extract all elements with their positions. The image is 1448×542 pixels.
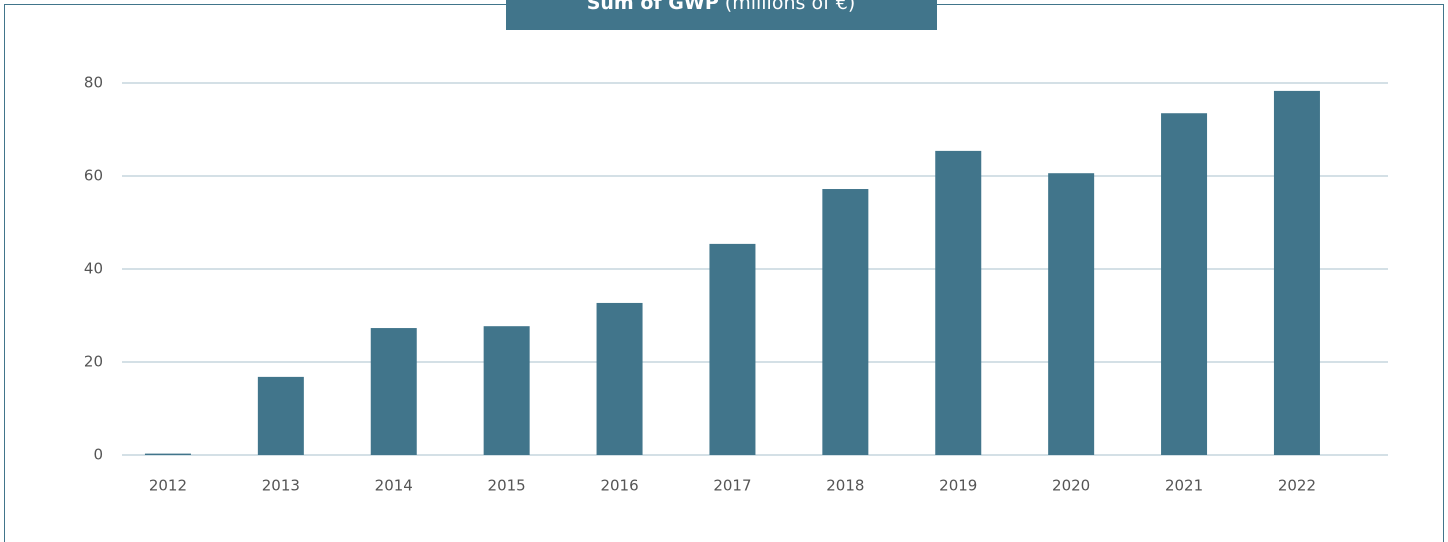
x-tick-label: 2012 [149, 477, 187, 495]
x-tick-label: 2020 [1052, 477, 1090, 495]
y-tick-label: 40 [84, 260, 103, 278]
x-tick-label: 2016 [600, 477, 638, 495]
bar [935, 150, 982, 455]
bar [822, 189, 869, 455]
title-unit: (millions of €) [725, 0, 856, 14]
chart-title: Sum of GWP (millions of €) [587, 0, 856, 14]
bar [257, 376, 304, 455]
x-tick-label: 2019 [939, 477, 977, 495]
x-tick-label: 2014 [375, 477, 413, 495]
title-box [506, 0, 937, 30]
x-tick-label: 2015 [488, 477, 526, 495]
bar [709, 243, 756, 455]
bar [1048, 173, 1095, 455]
x-tick-label: 2021 [1165, 477, 1203, 495]
y-tick-label: 20 [84, 353, 103, 371]
y-tick-label: 0 [93, 446, 103, 464]
x-tick-label: 2018 [826, 477, 864, 495]
title-main: Sum of GWP [587, 0, 719, 14]
x-tick-label: 2013 [262, 477, 300, 495]
bar [596, 302, 643, 455]
bar [1161, 113, 1208, 455]
x-tick-label: 2017 [713, 477, 751, 495]
y-tick-label: 60 [84, 167, 103, 185]
bar [483, 326, 530, 455]
y-tick-label: 80 [84, 74, 103, 92]
bar [1273, 90, 1320, 455]
bar [370, 328, 417, 455]
x-tick-label: 2022 [1278, 477, 1316, 495]
bar [144, 453, 191, 455]
